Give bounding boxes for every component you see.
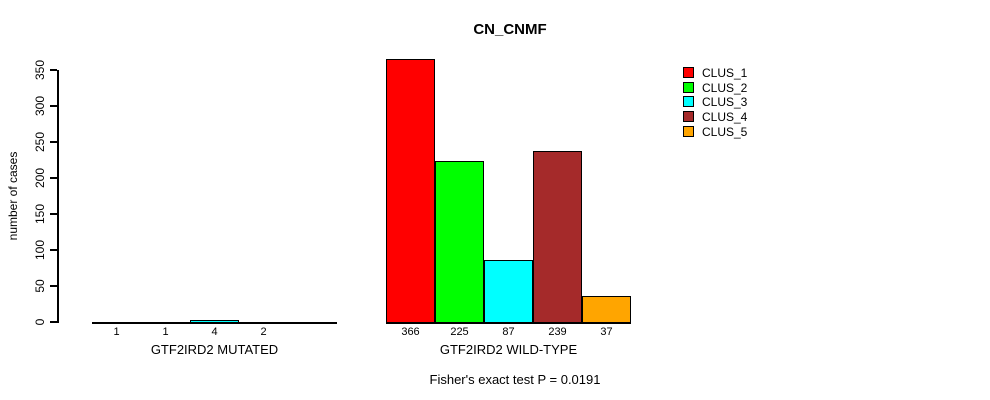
chart-title: CN_CNMF [473,21,547,38]
bar [484,260,533,323]
y-axis-label: number of cases [6,151,20,241]
bar-value-label: 1 [162,326,169,338]
legend-label: CLUS_5 [702,124,748,139]
legend-label: CLUS_1 [702,66,748,80]
legend-swatch [683,125,694,137]
y-axis-line [57,70,59,323]
y-tick-label: 300 [33,95,47,117]
bar-value-label: 225 [450,326,469,338]
y-tick-label: 50 [33,279,47,293]
bar [92,321,141,324]
bar-value-label: 366 [401,326,420,338]
y-tick-label: 350 [33,59,47,81]
group-label: GTF2IRD2 WILD-TYPE [439,342,578,357]
bar [239,321,288,324]
group-label: GTF2IRD2 MUTATED [150,342,279,357]
bar-value-label: 4 [211,326,218,338]
y-tick [50,141,57,143]
legend-label: CLUS_3 [702,95,748,110]
y-tick [50,69,57,71]
y-tick-label: 200 [33,167,47,189]
bar-value-label: 2 [260,326,267,338]
bar-value-label: 239 [548,326,567,338]
y-tick [50,249,57,251]
bar-value-label: 87 [502,326,515,338]
y-tick [50,321,57,323]
legend-swatch [683,81,694,93]
y-tick-label: 250 [33,131,47,153]
bar [141,321,190,324]
legend-swatch [683,67,694,78]
y-tick-label: 150 [33,203,47,225]
y-tick-label: 100 [33,239,47,261]
y-tick [50,177,57,179]
bar-value-label: 1 [113,326,120,338]
legend-swatch [683,96,694,108]
bar [190,320,239,323]
bar [386,59,435,323]
bar [435,161,484,323]
footnote-text: Fisher's exact test P = 0.0191 [429,372,601,387]
bar [533,150,582,323]
bar [582,296,631,323]
legend-label: CLUS_2 [702,80,748,95]
legend-swatch [683,111,694,123]
y-tick [50,105,57,107]
bar-value-label: 37 [600,326,613,338]
y-tick-label: 0 [33,318,47,326]
y-tick [50,213,57,215]
legend-label: CLUS_4 [702,110,748,125]
y-tick [50,285,57,287]
